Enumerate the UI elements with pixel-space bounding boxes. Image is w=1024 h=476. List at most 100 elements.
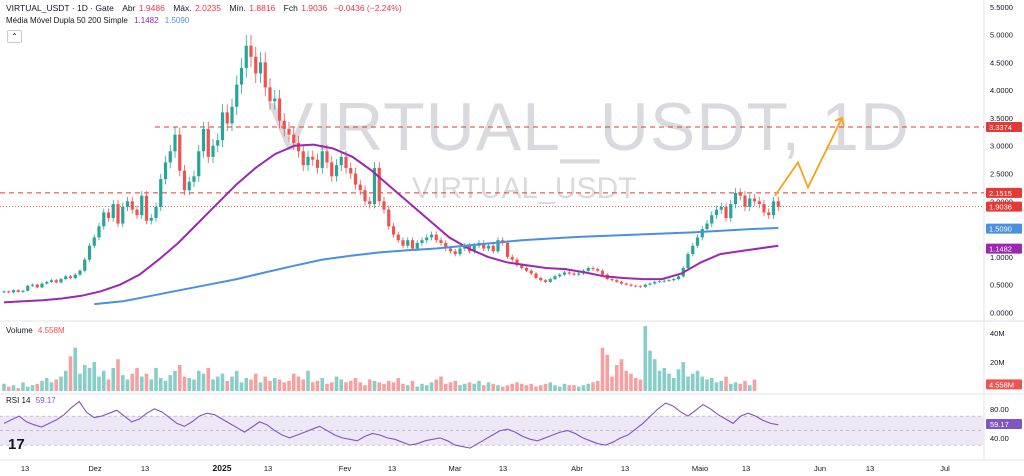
time-tick-label: Mar: [449, 464, 462, 473]
volume-bar: [458, 385, 462, 391]
volume-bar: [676, 369, 681, 391]
time-tick-label: 13: [141, 464, 149, 473]
volume-bar: [424, 385, 429, 391]
volume-bar: [187, 378, 192, 391]
volume-bar: [420, 383, 424, 391]
candle-body: [315, 159, 320, 168]
candle-body: [330, 162, 334, 177]
candle-body: [59, 279, 63, 283]
candle-body: [757, 201, 761, 205]
candle-body: [225, 112, 229, 124]
candle-body: [325, 151, 329, 163]
volume-bar: [662, 367, 667, 391]
candle-body: [73, 274, 77, 278]
volume-legend[interactable]: Volume 4.558M: [6, 326, 65, 335]
high-label: Máx.: [173, 3, 192, 13]
candle-body: [648, 283, 652, 285]
candle-body: [154, 206, 158, 218]
chart-header: VIRTUAL_USDT · 1D · Gate Abr 1.9486 Máx.…: [6, 2, 402, 14]
candle-body: [410, 240, 415, 249]
volume-bar: [700, 376, 705, 391]
time-tick-label: 13: [21, 464, 29, 473]
candle-body: [68, 276, 73, 278]
indicator-legend[interactable]: Média Móvel Dupla 50 200 Simple 1.1482 1…: [6, 15, 189, 26]
time-tick-label: Maio: [692, 464, 708, 473]
candle-body: [752, 198, 757, 202]
candle-body: [7, 291, 11, 293]
volume-bar: [211, 379, 215, 391]
symbol-title[interactable]: VIRTUAL_USDT · 1D · Gate: [6, 3, 114, 13]
volume-bar: [149, 379, 154, 391]
candle-body: [695, 237, 700, 246]
candle-body: [287, 129, 291, 135]
volume-bar: [496, 385, 500, 391]
volume-bar: [562, 383, 567, 391]
volume-bar: [348, 380, 353, 391]
candle-body: [505, 242, 510, 257]
time-tick-label: 2025: [213, 463, 232, 473]
candle-body: [572, 273, 576, 275]
candle-body: [30, 284, 35, 286]
close-label: Fch: [283, 3, 298, 13]
rsi-legend[interactable]: RSI 14 59.17: [6, 396, 56, 405]
volume-bar: [377, 382, 382, 391]
price-axis[interactable]: 5.5000 5.0000 4.5000 4.0000 3.5000 3.0000 2.50…: [986, 3, 1022, 443]
candle-body: [16, 290, 20, 292]
candle-body: [296, 142, 301, 152]
volume-bar: [505, 385, 510, 391]
candle-body: [106, 212, 111, 218]
rsi-pane: [0, 400, 984, 449]
volume-bar: [225, 380, 230, 391]
candle-body: [344, 156, 348, 168]
volume-bar: [633, 378, 638, 391]
volume-bar: [78, 373, 82, 391]
volume-bar: [196, 370, 201, 391]
candle-body: [21, 290, 25, 292]
volume-bar: [215, 376, 220, 391]
rsi-value: 59.17: [35, 396, 56, 405]
candle-body: [349, 167, 353, 174]
candle-body: [515, 259, 519, 266]
volume-bar: [306, 370, 310, 391]
volume-bar: [258, 382, 263, 391]
volume-bar: [462, 383, 467, 391]
volume-bar: [681, 362, 686, 391]
volume-bar: [82, 365, 87, 391]
volume-bar: [353, 378, 358, 391]
volume-bar: [733, 382, 738, 391]
candle-body: [434, 234, 438, 241]
volume-bar: [120, 375, 125, 391]
candle-body: [638, 286, 643, 288]
candle-body: [700, 229, 704, 238]
volume-bar: [624, 370, 629, 391]
volume-bar: [106, 379, 111, 391]
time-tick-label: 13: [499, 464, 507, 473]
volume-bar: [59, 376, 63, 391]
candle-body: [553, 276, 557, 280]
candle-body: [667, 280, 671, 282]
volume-bar: [572, 385, 576, 391]
time-tick-label: Jul: [940, 464, 950, 473]
volume-bar: [534, 386, 538, 391]
volume-bar: [272, 378, 277, 391]
volume-bar: [510, 383, 515, 391]
volume-bar: [728, 383, 733, 391]
candle-body: [121, 206, 125, 224]
candle-body: [600, 270, 605, 275]
candle-body: [510, 256, 514, 260]
volume-bar: [192, 379, 196, 391]
price-tick-label: 4.0000: [990, 86, 1013, 95]
chevron-up-icon[interactable]: ⌃: [7, 30, 22, 43]
projection-line: [774, 117, 843, 197]
tradingview-logo-icon[interactable]: 17: [8, 436, 25, 453]
candle-body: [301, 151, 305, 166]
volume-bar: [614, 365, 619, 391]
time-axis[interactable]: 13 Dez 13 2025 13 Fev 13 Mar 13 Abr 13 Maio 13 Jun 13 J…: [21, 463, 950, 473]
candle-body: [610, 279, 614, 281]
volume-bar: [177, 365, 182, 391]
volume-bar: [296, 376, 301, 391]
volume-bar: [168, 375, 173, 391]
price-tick-label: 5.0000: [990, 31, 1013, 40]
volume-bar: [557, 386, 562, 391]
